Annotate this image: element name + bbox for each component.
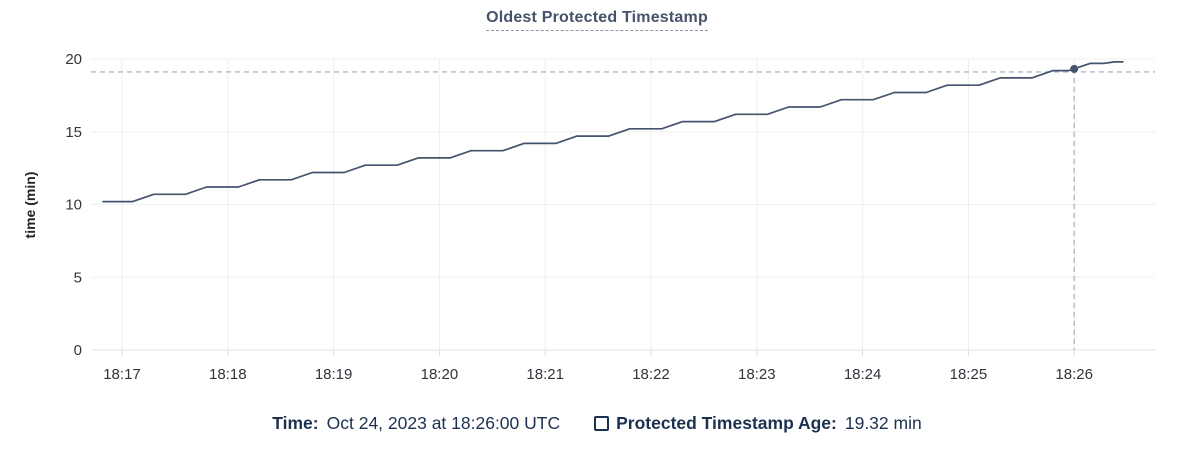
x-axis-label: 18:20 bbox=[421, 366, 459, 383]
x-axis-label: 18:19 bbox=[315, 366, 353, 383]
legend-row: Time: Oct 24, 2023 at 18:26:00 UTC Prote… bbox=[0, 412, 1194, 434]
time-label: Time: bbox=[272, 413, 319, 433]
x-axis-label: 18:17 bbox=[103, 366, 141, 383]
line-chart-canvas[interactable]: 18:17 18:18 18:19 18:20 18:21 18:22 18:23 18:24… bbox=[0, 0, 1194, 400]
y-axis-label: 0 bbox=[74, 342, 82, 359]
series-value: 19.32 min bbox=[844, 413, 922, 433]
x-axis-label: 18:26 bbox=[1055, 366, 1093, 383]
x-axis-label: 18:23 bbox=[738, 366, 776, 383]
y-axis-label: 15 bbox=[65, 124, 82, 141]
y-axis-title: time (min) bbox=[22, 171, 38, 239]
x-axis-label: 18:18 bbox=[209, 366, 247, 383]
x-axis-label: 18:25 bbox=[950, 366, 988, 383]
title-row: Oldest Protected Timestamp bbox=[0, 9, 1194, 31]
y-axis-label: 20 bbox=[65, 51, 82, 68]
y-axis-label: 10 bbox=[65, 197, 82, 214]
y-axis-label: 5 bbox=[74, 269, 82, 286]
series-line bbox=[102, 61, 1124, 203]
chart-title[interactable]: Oldest Protected Timestamp bbox=[486, 9, 708, 31]
x-axis-label: 18:21 bbox=[526, 366, 564, 383]
x-axis-label: 18:24 bbox=[844, 366, 882, 383]
x-axis-label: 18:22 bbox=[632, 366, 670, 383]
series-label: Protected Timestamp Age: bbox=[616, 413, 837, 433]
hover-data-point bbox=[1070, 64, 1079, 73]
series-checkbox[interactable] bbox=[594, 415, 610, 431]
time-value: Oct 24, 2023 at 18:26:00 UTC bbox=[326, 413, 561, 433]
